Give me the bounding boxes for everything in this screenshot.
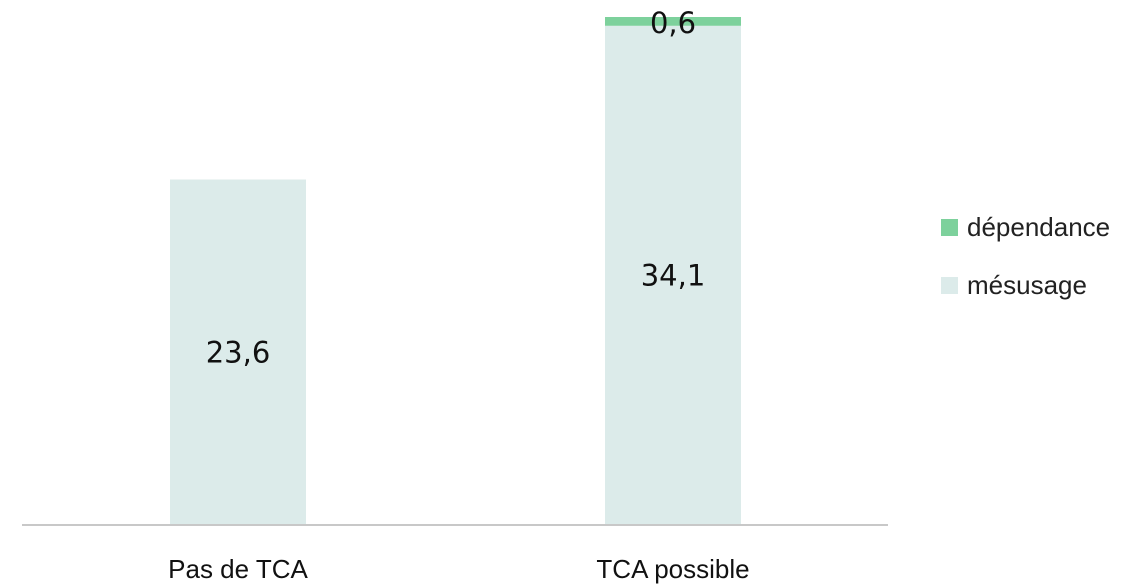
bar-mesusage-1	[170, 179, 306, 525]
legend-swatch-dependance	[941, 218, 958, 236]
x-tick-label-2: TCA possible	[596, 554, 749, 584]
legend-swatch-mesusage	[941, 276, 958, 294]
data-label-mesusage-2: 34,1	[641, 258, 706, 292]
bars-layer	[170, 17, 741, 525]
legend-label-mesusage: mésusage	[967, 269, 1087, 300]
data-label-mesusage-1: 23,6	[206, 335, 271, 369]
data-label-dependance-2: 0,6	[650, 6, 696, 40]
legend-item-mesusage: mésusage	[941, 267, 1110, 303]
bar-dependance-2	[605, 17, 741, 26]
legend-item-dependance: dépendance	[941, 209, 1110, 245]
bar-mesusage-2	[605, 25, 741, 525]
labels-layer: 23,6 Pas de TCA 34,1 0,6 TCA possible	[168, 6, 749, 584]
legend-label-dependance: dépendance	[967, 211, 1111, 242]
legend: dépendance mésusage	[941, 209, 1110, 325]
x-tick-label-1: Pas de TCA	[168, 554, 308, 584]
